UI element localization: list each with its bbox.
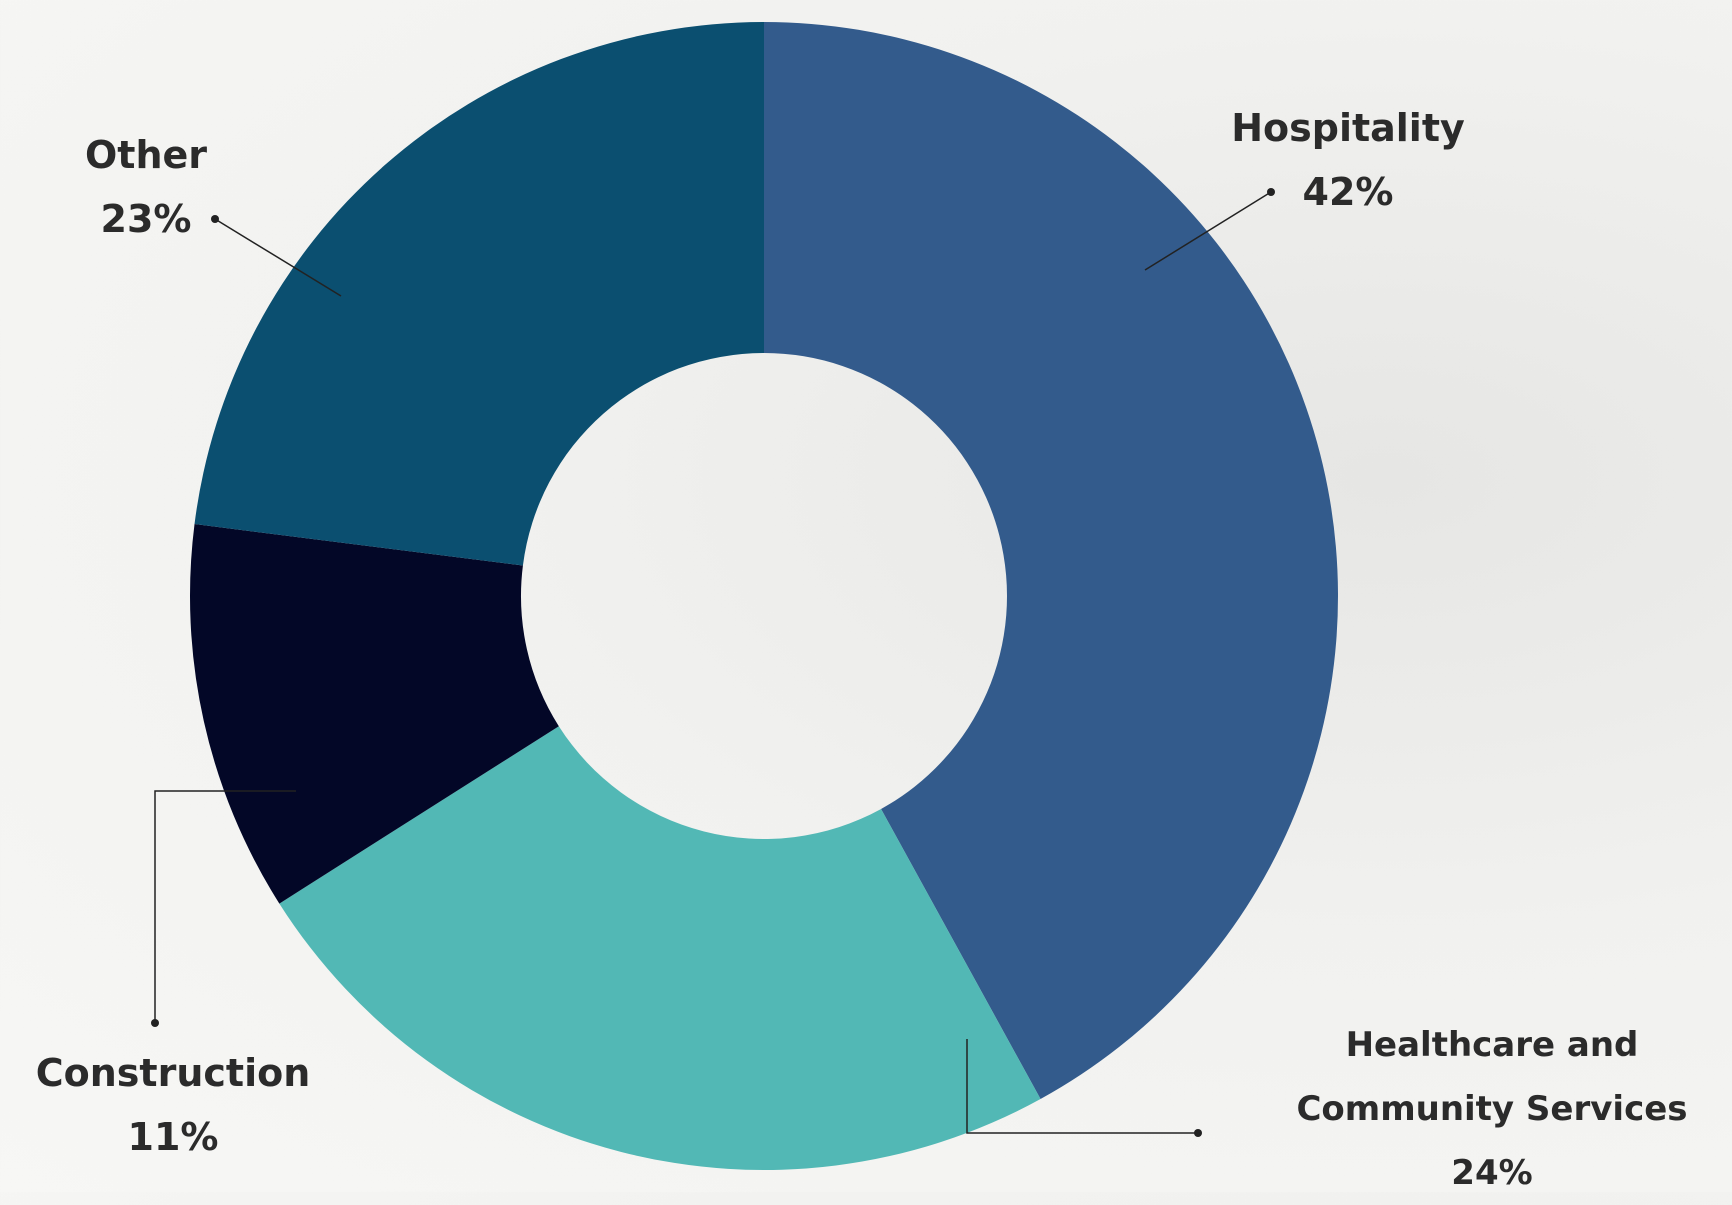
donut	[189, 22, 1338, 1171]
slice-label: Other 23%	[0, 123, 292, 251]
slice-label: Healthcare and Community Services 24%	[1253, 1013, 1731, 1205]
leader-line	[1144, 191, 1272, 271]
category-label: Construction	[35, 1051, 311, 1095]
leader-dot	[211, 215, 219, 223]
donut-slice	[764, 22, 1338, 1099]
leader-line	[966, 1039, 1198, 1134]
value-label: 42%	[1302, 170, 1394, 214]
leader-dots	[151, 188, 1275, 1137]
leader-line	[214, 218, 342, 297]
slice-label: Hospitality 42%	[1168, 96, 1528, 224]
category-label: Other	[84, 133, 208, 177]
category-label: Healthcare and Community Services	[1296, 1025, 1688, 1129]
leader-dot	[151, 1019, 159, 1027]
slice-label: Construction 11%	[3, 1041, 343, 1169]
leader-dot	[1267, 188, 1275, 196]
donut-slice	[189, 524, 559, 904]
value-label: 11%	[127, 1115, 219, 1159]
value-label: 24%	[1451, 1153, 1533, 1193]
category-label: Hospitality	[1231, 106, 1465, 150]
donut-slice	[279, 726, 1041, 1171]
value-label: 23%	[100, 197, 192, 241]
leader-lines	[154, 191, 1272, 1134]
donut-slice	[194, 22, 764, 566]
leader-line	[154, 790, 296, 1023]
leader-dot	[1194, 1129, 1202, 1137]
